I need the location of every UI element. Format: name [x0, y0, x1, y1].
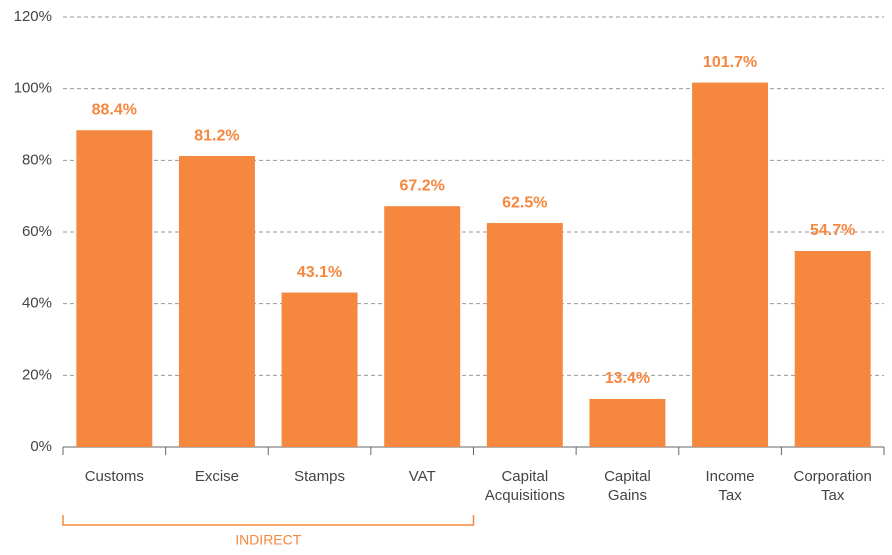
x-tick-label: Income Tax	[705, 468, 754, 504]
y-tick-label: 60%	[22, 223, 52, 240]
value-label: 62.5%	[502, 194, 547, 211]
bar	[589, 398, 666, 447]
value-label: 88.4%	[92, 101, 137, 118]
x-tick-label: Customs	[85, 468, 144, 485]
bar	[281, 292, 358, 447]
y-tick-label: 100%	[14, 80, 52, 97]
x-tick-label: Stamps	[294, 468, 345, 485]
annotation-bracket	[62, 515, 475, 526]
bar	[692, 82, 769, 447]
bar	[486, 223, 563, 447]
value-label: 101.7%	[703, 54, 757, 71]
y-tick-label: 0%	[30, 438, 52, 455]
y-tick-label: 20%	[22, 366, 52, 383]
value-label: 13.4%	[605, 370, 650, 387]
y-tick-label: 40%	[22, 295, 52, 312]
bar	[76, 130, 153, 447]
bar	[794, 250, 871, 447]
x-tick-label: Excise	[195, 468, 239, 485]
bar	[178, 156, 255, 448]
value-label: 54.7%	[810, 222, 855, 239]
y-tick-label: 120%	[14, 8, 52, 25]
x-tick-label: Capital Gains	[604, 468, 651, 504]
y-tick-label: 80%	[22, 151, 52, 168]
value-label: 67.2%	[400, 177, 445, 194]
bar	[384, 206, 461, 447]
x-tick-label: Corporation Tax	[793, 468, 871, 504]
value-label: 43.1%	[297, 264, 342, 281]
value-label: 81.2%	[194, 127, 239, 144]
x-tick-label: Capital Acquisitions	[485, 468, 565, 504]
x-tick-label: VAT	[409, 468, 436, 485]
annotation: INDIRECT	[235, 532, 302, 548]
